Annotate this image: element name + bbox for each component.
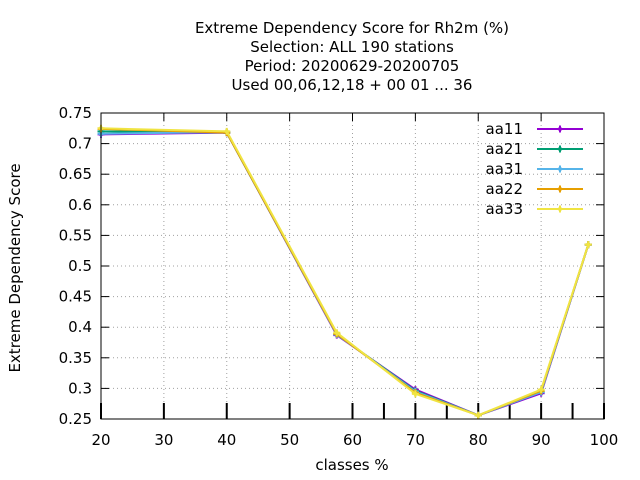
series-aa33 <box>97 124 592 419</box>
x-tick-label: 80 <box>469 431 488 449</box>
y-tick-label: 0.65 <box>59 165 92 183</box>
legend-marker <box>558 167 562 171</box>
x-tick-label: 70 <box>406 431 425 449</box>
data-point <box>476 413 481 418</box>
y-tick-label: 0.35 <box>59 349 92 367</box>
x-tick-label: 50 <box>280 431 299 449</box>
y-tick-label: 0.5 <box>68 257 92 275</box>
x-tick-label: 90 <box>532 431 551 449</box>
x-tick-label: 30 <box>154 431 173 449</box>
legend-item-aa33: aa33 <box>486 200 583 218</box>
x-tick-label: 60 <box>343 431 362 449</box>
legend-marker <box>558 187 562 191</box>
legend-label: aa22 <box>486 180 523 198</box>
x-tick-label: 20 <box>91 431 110 449</box>
grid <box>101 113 604 419</box>
tick-labels: 0.25 0.3 0.35 0.4 0.45 0.5 0.55 0.6 0.65 0.7 0.75 2… <box>59 104 619 449</box>
y-axis-label: Extreme Dependency Score <box>6 163 24 372</box>
y-tick-label: 0.45 <box>59 288 92 306</box>
data-point <box>539 387 544 392</box>
data-point <box>334 330 339 335</box>
y-tick-label: 0.4 <box>68 318 92 336</box>
y-tick-label: 0.55 <box>59 226 92 244</box>
legend-item-aa31: aa31 <box>486 160 583 178</box>
legend-item-aa21: aa21 <box>486 140 583 158</box>
title-line-3: Period: 20200629-20200705 <box>245 57 460 75</box>
chart-title: Extreme Dependency Score for Rh2m (%) Se… <box>195 19 509 94</box>
legend-item-aa22: aa22 <box>486 180 583 198</box>
x-tick-label: 100 <box>590 431 619 449</box>
y-tick-label: 0.75 <box>59 104 92 122</box>
title-line-4: Used 00,06,12,18 + 00 01 ... 36 <box>232 76 473 94</box>
legend-label: aa33 <box>486 200 523 218</box>
title-line-1: Extreme Dependency Score for Rh2m (%) <box>195 19 509 37</box>
series-lines <box>97 124 592 419</box>
legend-marker <box>558 127 562 131</box>
plot-frame <box>100 112 605 420</box>
legend-label: aa31 <box>486 160 523 178</box>
legend: aa11 aa21 aa31 aa22 aa33 <box>486 120 583 218</box>
y-tick-label: 0.3 <box>68 379 92 397</box>
y-tick-label: 0.7 <box>68 135 92 153</box>
title-line-2: Selection: ALL 190 stations <box>250 38 454 56</box>
y-tick-label: 0.25 <box>59 410 92 428</box>
data-point <box>413 391 418 396</box>
legend-marker <box>558 147 562 151</box>
x-axis-label: classes % <box>315 456 388 474</box>
legend-marker <box>558 207 562 211</box>
legend-label: aa21 <box>486 140 523 158</box>
x-tick-label: 40 <box>217 431 236 449</box>
data-point <box>224 129 229 134</box>
legend-label: aa11 <box>486 120 523 138</box>
legend-item-aa11: aa11 <box>486 120 583 138</box>
data-point <box>586 242 591 247</box>
y-tick-label: 0.6 <box>68 196 92 214</box>
